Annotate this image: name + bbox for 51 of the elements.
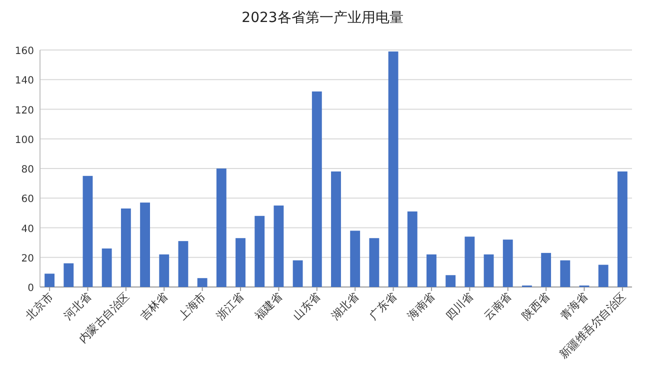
y-tick-label: 120 bbox=[14, 105, 34, 116]
x-tick-label: 陕西省 bbox=[520, 290, 552, 322]
bar bbox=[102, 248, 112, 287]
bar bbox=[312, 91, 322, 287]
x-tick-label: 广东省 bbox=[366, 290, 400, 322]
x-tick-label: 吉林省 bbox=[138, 290, 170, 322]
bar bbox=[369, 238, 380, 287]
y-tick-label: 20 bbox=[21, 253, 34, 264]
bar bbox=[64, 263, 74, 287]
bar bbox=[446, 275, 456, 287]
bar bbox=[197, 278, 208, 287]
x-tick-label: 河北省 bbox=[61, 290, 94, 322]
x-tick-label: 上海市 bbox=[176, 290, 208, 322]
y-tick-label: 80 bbox=[21, 164, 34, 176]
y-tick-label: 40 bbox=[21, 224, 34, 235]
x-tick-label: 浙江省 bbox=[214, 290, 247, 322]
bar bbox=[292, 260, 303, 287]
bar bbox=[464, 236, 475, 287]
bar bbox=[82, 176, 93, 287]
bar bbox=[388, 51, 398, 287]
bar bbox=[350, 230, 360, 287]
y-tick-label: 160 bbox=[14, 46, 34, 57]
x-tick-label: 山东省 bbox=[290, 290, 324, 322]
bar bbox=[407, 211, 418, 287]
x-tick-label: 四川省 bbox=[443, 290, 476, 322]
bar bbox=[254, 216, 265, 287]
y-tick-label: 60 bbox=[21, 194, 34, 206]
bar bbox=[120, 208, 131, 287]
x-tick-label: 福建省 bbox=[252, 290, 285, 322]
bar bbox=[44, 274, 55, 287]
chart-title: 2023各省第一产业用电量 bbox=[242, 10, 404, 26]
bar bbox=[560, 260, 570, 287]
x-tick-label: 海南省 bbox=[405, 290, 438, 322]
y-tick-label: 100 bbox=[14, 134, 34, 146]
x-tick-label: 湖北省 bbox=[328, 290, 362, 322]
bar bbox=[236, 238, 246, 287]
bar bbox=[484, 254, 494, 287]
x-tick-label: 青海省 bbox=[558, 290, 590, 322]
bar bbox=[426, 254, 436, 287]
bar bbox=[159, 254, 170, 287]
bar bbox=[216, 168, 226, 287]
bar bbox=[598, 264, 608, 287]
bar bbox=[541, 252, 552, 287]
y-tick-label: 140 bbox=[14, 76, 34, 87]
bar bbox=[617, 171, 628, 287]
bar bbox=[140, 202, 150, 287]
bar bbox=[502, 240, 513, 287]
x-tick-label: 云南省 bbox=[481, 290, 514, 322]
bar bbox=[331, 171, 341, 287]
bar bbox=[274, 206, 284, 287]
bar bbox=[178, 241, 188, 287]
